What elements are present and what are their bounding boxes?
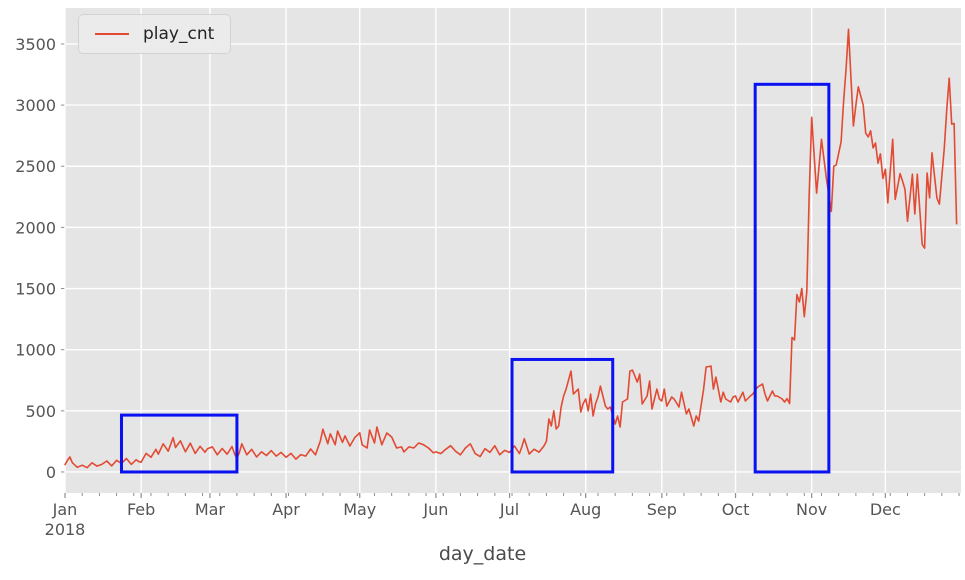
y-tick-label: 3000 [15, 96, 56, 115]
y-tick-label: 0 [46, 463, 56, 482]
legend-label: play_cnt [143, 24, 215, 44]
legend: play_cnt [78, 14, 232, 54]
x-tick-label: Jun [422, 500, 448, 519]
highlight-box-1 [119, 413, 239, 474]
x-tick-label: Dec [870, 500, 901, 519]
x-tick-label: Aug [570, 500, 601, 519]
x-axis-year-label: 2018 [45, 520, 86, 539]
x-tick-label: May [343, 500, 376, 519]
highlight-box-3 [753, 82, 831, 474]
y-tick-label: 1500 [15, 280, 56, 299]
x-tick-label: Jan [52, 500, 78, 519]
x-tick-label: Oct [722, 500, 750, 519]
x-tick-label: Apr [272, 500, 300, 519]
x-tick-label: Feb [127, 500, 155, 519]
x-tick-label: Sep [647, 500, 677, 519]
x-tick-label: Mar [195, 500, 226, 519]
legend-line-sample [95, 33, 129, 35]
y-tick-label: 2000 [15, 218, 56, 237]
y-tick-label: 1000 [15, 341, 56, 360]
x-tick-label: Jul [499, 500, 519, 519]
x-tick-label: Nov [796, 500, 827, 519]
y-tick-label: 2500 [15, 157, 56, 176]
x-axis-title: day_date [438, 543, 527, 565]
highlight-box-2 [510, 357, 615, 474]
y-tick-label: 500 [25, 402, 56, 421]
y-tick-label: 3500 [15, 35, 56, 54]
